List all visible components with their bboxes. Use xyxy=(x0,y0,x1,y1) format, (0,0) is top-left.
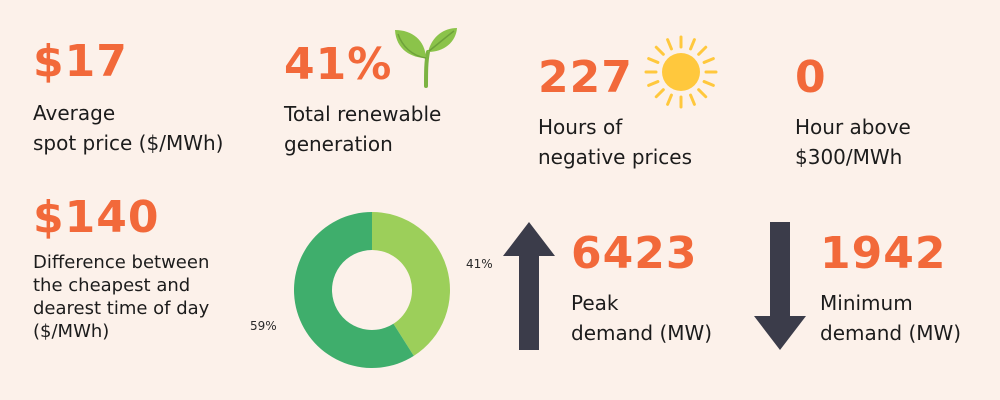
donut-slice-other xyxy=(293,212,414,368)
sun-ray xyxy=(697,45,708,56)
negative-hours-value: 227 xyxy=(538,52,633,103)
difference-stat: $140 Difference between the cheapest and… xyxy=(33,196,209,343)
peak-label: Peak demand (MW) xyxy=(571,291,713,345)
sun-ray xyxy=(647,57,660,64)
renewable-value: 41% xyxy=(284,39,393,90)
sun-ray xyxy=(666,38,673,51)
sun-ray xyxy=(702,80,715,87)
sun-ray xyxy=(647,80,660,87)
avg-price-value: $17 xyxy=(33,36,128,87)
donut-label-renewable: 41% xyxy=(466,257,493,271)
negative-hours-label: Hours of negative prices xyxy=(538,115,693,169)
hours-above-label: Hour above $300/MWh xyxy=(795,115,911,169)
sun-ray xyxy=(697,88,708,99)
renewable-stat: 41% Total renewable generation xyxy=(284,43,441,159)
avg-price-stat: $17 Average spot price ($/MWh) xyxy=(33,40,223,158)
peak-stat: 6423 Peak demand (MW) xyxy=(571,232,712,348)
sun-icon xyxy=(644,35,718,109)
peak-value: 6423 xyxy=(571,228,698,279)
hours-above-value: 0 xyxy=(795,52,827,103)
arrow-down-icon xyxy=(754,222,806,350)
donut-slice-renewable xyxy=(372,212,450,356)
minimum-label: Minimum demand (MW) xyxy=(820,291,962,345)
sun-ray xyxy=(689,38,696,51)
sun-ray xyxy=(689,93,696,106)
sun-ray xyxy=(702,57,715,64)
minimum-value: 1942 xyxy=(820,228,947,279)
difference-label: Difference between the cheapest and dear… xyxy=(33,252,210,342)
renewable-label: Total renewable generation xyxy=(284,102,442,156)
sun-ray xyxy=(654,88,665,99)
difference-value: $140 xyxy=(33,192,160,243)
donut-label-other: 59% xyxy=(250,319,277,333)
renewable-donut-chart xyxy=(293,212,450,368)
avg-price-label: Average spot price ($/MWh) xyxy=(33,101,224,155)
arrow-up-icon xyxy=(503,222,555,350)
minimum-stat: 1942 Minimum demand (MW) xyxy=(820,232,961,348)
sun-ray xyxy=(654,45,665,56)
negative-hours-stat: 227 Hours of negative prices xyxy=(538,56,692,172)
sun-ray xyxy=(666,93,673,106)
sprout-icon xyxy=(395,28,457,88)
hours-above-stat: 0 Hour above $300/MWh xyxy=(795,56,911,172)
